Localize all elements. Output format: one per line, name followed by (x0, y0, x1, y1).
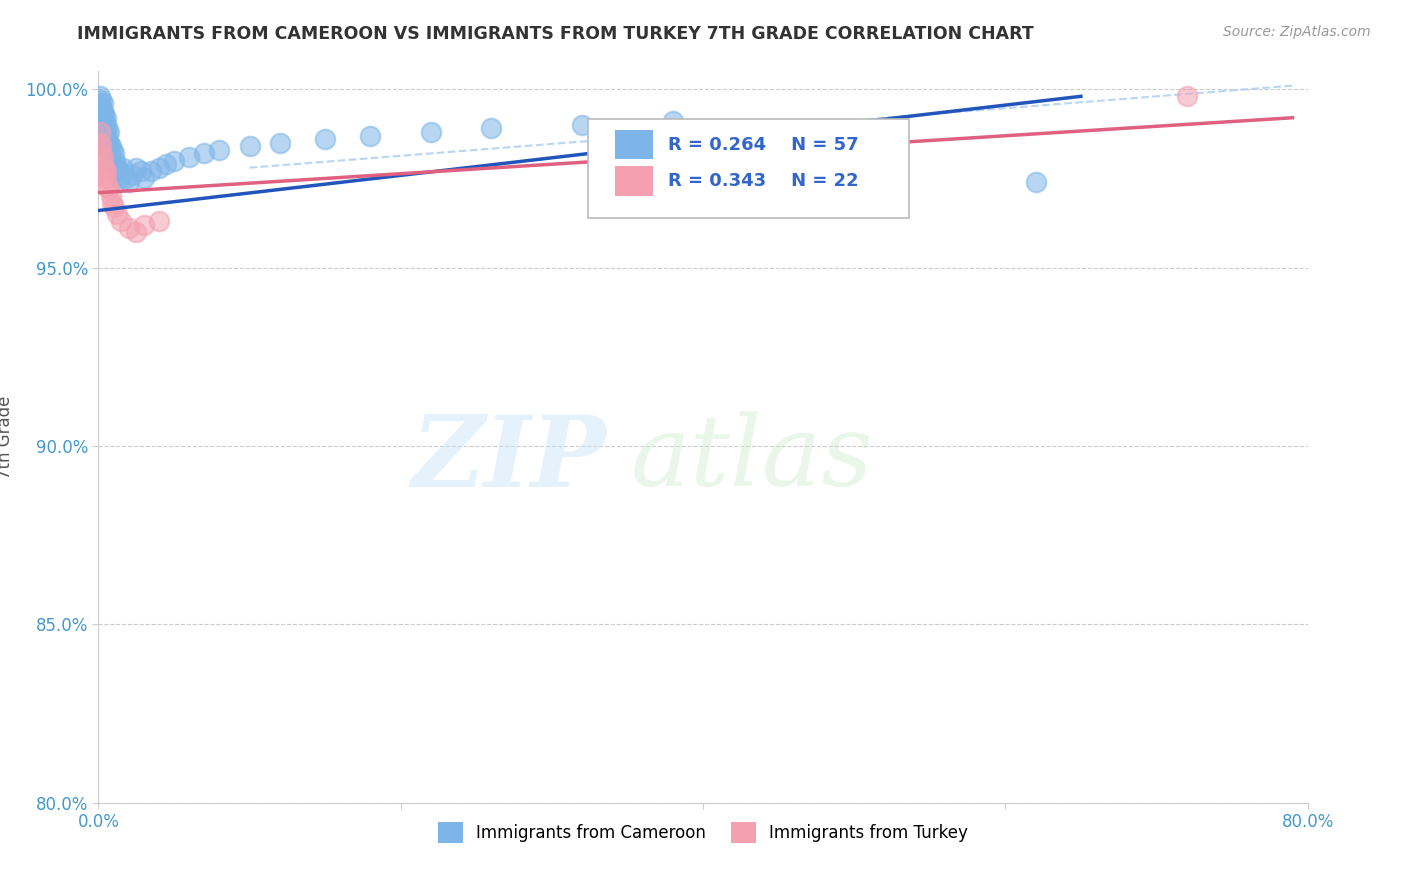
Point (110, 168, 132, 182)
Point (148, 214, 170, 228)
Point (208, 143, 231, 157)
Point (108, 171, 131, 186)
Point (1024, 175, 1046, 189)
Point (91, 96, 114, 111)
Point (100, 139, 122, 153)
Point (420, 125, 443, 139)
Point (107, 164, 129, 178)
Point (94, 132, 117, 146)
Text: atlas: atlas (630, 411, 873, 507)
Point (91, 157, 114, 171)
Point (129, 164, 152, 178)
Point (105, 207, 128, 221)
Point (93, 121, 115, 136)
Point (155, 157, 177, 171)
Point (96, 128, 118, 143)
Text: IMMIGRANTS FROM CAMEROON VS IMMIGRANTS FROM TURKEY 7TH GRADE CORRELATION CHART: IMMIGRANTS FROM CAMEROON VS IMMIGRANTS F… (77, 25, 1033, 43)
Point (91, 111, 114, 125)
Point (121, 168, 143, 182)
Bar (614, 167, 654, 195)
Point (111, 161, 134, 175)
Text: R = 0.343    N = 22: R = 0.343 N = 22 (668, 172, 859, 190)
Point (93, 128, 115, 143)
Point (104, 153, 127, 168)
Point (89, 96, 111, 111)
Point (94, 171, 117, 186)
Point (93, 107, 115, 121)
Point (269, 136, 291, 150)
Point (94, 118, 117, 132)
Point (141, 164, 163, 178)
Point (90, 93, 112, 107)
Point (100, 150, 122, 164)
Point (103, 200, 125, 214)
Point (90, 146, 112, 161)
Point (98, 136, 121, 150)
Point (661, 114, 683, 128)
Point (239, 139, 262, 153)
Point (118, 175, 141, 189)
Point (100, 189, 122, 203)
Point (193, 146, 215, 161)
Point (98, 182, 121, 196)
Point (1175, 89, 1198, 103)
Point (571, 118, 593, 132)
Point (98, 143, 121, 157)
Point (96, 121, 118, 136)
Text: ZIP: ZIP (412, 411, 606, 508)
Point (91, 103, 114, 118)
Point (98, 125, 121, 139)
Point (105, 161, 128, 175)
Point (90, 100, 112, 114)
Point (96, 136, 118, 150)
Point (125, 161, 148, 175)
Point (132, 171, 155, 186)
Point (481, 121, 503, 136)
Point (314, 132, 336, 146)
Point (93, 168, 115, 182)
Point (93, 161, 115, 175)
Point (94, 164, 117, 178)
Point (132, 218, 155, 232)
Point (89, 89, 111, 103)
Point (94, 125, 117, 139)
Point (118, 221, 141, 235)
Point (90, 139, 112, 153)
Text: Source: ZipAtlas.com: Source: ZipAtlas.com (1223, 25, 1371, 39)
Point (103, 146, 125, 161)
Point (110, 214, 132, 228)
Point (179, 150, 201, 164)
Point (89, 125, 111, 139)
Point (125, 225, 148, 239)
Point (103, 157, 125, 171)
Bar (614, 130, 654, 159)
Point (89, 136, 111, 150)
Point (91, 118, 114, 132)
FancyBboxPatch shape (588, 119, 908, 218)
Point (101, 143, 124, 157)
Point (93, 114, 115, 128)
Point (96, 178, 118, 193)
Y-axis label: 7th Grade: 7th Grade (0, 395, 14, 479)
Point (114, 171, 136, 186)
Point (148, 161, 170, 175)
Point (163, 153, 186, 168)
Point (101, 153, 124, 168)
Point (360, 128, 382, 143)
Point (94, 111, 117, 125)
Point (91, 150, 114, 164)
Legend: Immigrants from Cameroon, Immigrants from Turkey: Immigrants from Cameroon, Immigrants fro… (432, 815, 974, 849)
Point (90, 103, 112, 118)
Text: R = 0.264    N = 57: R = 0.264 N = 57 (668, 136, 859, 153)
Point (101, 196, 124, 211)
